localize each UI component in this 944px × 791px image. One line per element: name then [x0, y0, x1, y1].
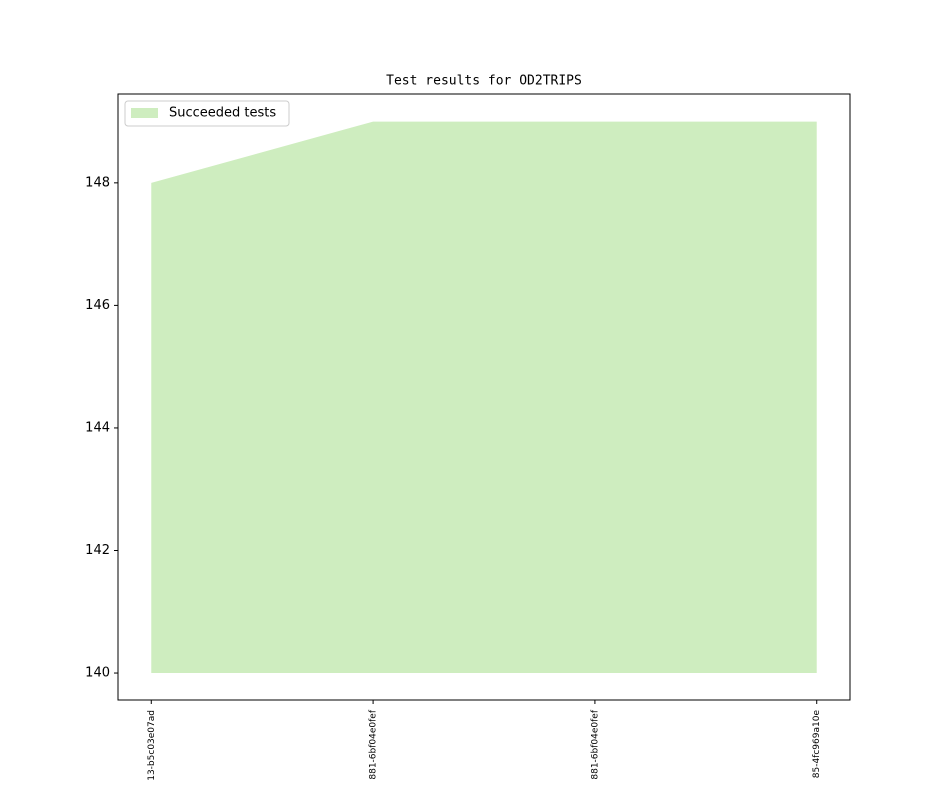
chart-title: Test results for OD2TRIPS	[386, 74, 582, 89]
legend-frame	[124, 100, 290, 127]
legend: Succeeded tests	[124, 100, 290, 127]
plot-frame	[117, 93, 851, 701]
x-tick-label: 881-6bf04e0fef	[590, 709, 600, 779]
y-tick-label: 140	[85, 666, 110, 681]
legend-swatch	[131, 108, 158, 118]
x-tick-label: 881-6bf04e0fef	[369, 709, 379, 779]
legend-label: Succeeded tests	[169, 106, 276, 121]
x-tick-label: 13-b5c03e07ad	[147, 710, 157, 781]
y-tick-label: 146	[85, 298, 110, 313]
x-tick-label: 85-4fc969a10e	[812, 710, 822, 779]
y-tick-label: 144	[85, 420, 110, 435]
y-tick-label: 148	[85, 175, 110, 190]
y-tick-label: 142	[85, 543, 110, 558]
area	[151, 121, 817, 674]
